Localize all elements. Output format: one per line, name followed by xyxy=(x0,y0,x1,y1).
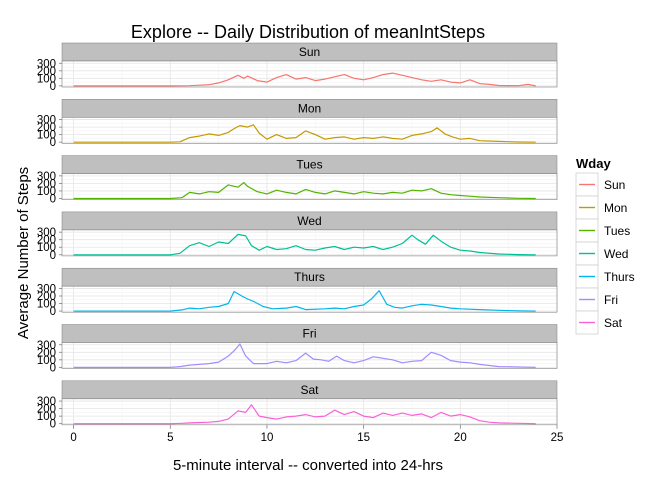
y-tick-label-thurs: 200 xyxy=(37,291,56,303)
strip-label-thurs: Thurs xyxy=(294,270,325,284)
strip-label-fri: Fri xyxy=(303,327,317,341)
x-tick-label: 10 xyxy=(261,432,274,444)
panel-background-thurs xyxy=(62,286,557,313)
panel-background-sat xyxy=(62,398,557,425)
y-tick-label-fri: 300 xyxy=(37,340,56,352)
legend-label-tues: Tues xyxy=(604,224,630,238)
legend-label-sun: Sun xyxy=(604,178,625,192)
legend-label-wed: Wed xyxy=(604,247,628,261)
strip-label-mon: Mon xyxy=(298,101,321,115)
series-line-mon xyxy=(73,124,536,143)
series-line-tues xyxy=(73,182,536,200)
legend: Wday Sun Mon Tues Wed Thurs Fri Sat xyxy=(575,156,635,335)
legend-label-sat: Sat xyxy=(604,316,623,330)
y-tick-label-wed: 300 xyxy=(37,227,56,239)
y-tick-label-fri: 0 xyxy=(50,362,56,374)
y-tick-label-mon: 300 xyxy=(37,115,56,127)
legend-label-mon: Mon xyxy=(604,201,627,215)
y-tick-label-wed: 0 xyxy=(50,250,56,262)
y-tick-label-sat: 100 xyxy=(37,411,56,423)
series-line-wed xyxy=(73,233,536,256)
facet-panels: Sun0100200300Mon0100200300Tues0100200300… xyxy=(37,42,558,431)
chart-title: Explore -- Daily Distribution of meanInt… xyxy=(131,22,485,42)
y-tick-label-sat: 300 xyxy=(37,396,56,408)
y-tick-label-wed: 100 xyxy=(37,242,56,254)
panel-background-tues xyxy=(62,173,557,200)
legend-title: Wday xyxy=(576,156,611,171)
y-tick-label-thurs: 100 xyxy=(37,299,56,311)
panel-border-thurs xyxy=(61,285,558,313)
x-tick-label: 20 xyxy=(454,432,467,444)
y-tick-label-sat: 200 xyxy=(37,404,56,416)
y-axis-title: Average Number of Steps xyxy=(15,167,32,339)
panel-border-sun xyxy=(61,60,558,88)
panel-border-wed xyxy=(61,229,558,257)
y-tick-label-mon: 200 xyxy=(37,122,56,134)
legend-label-thurs: Thurs xyxy=(604,270,635,284)
panel-border-sat xyxy=(61,398,558,426)
y-tick-label-tues: 0 xyxy=(50,193,56,205)
y-tick-label-tues: 200 xyxy=(37,178,56,190)
panel-background-mon xyxy=(62,117,557,144)
y-tick-label-thurs: 0 xyxy=(50,306,56,318)
y-tick-label-fri: 200 xyxy=(37,347,56,359)
y-tick-label-sun: 100 xyxy=(37,73,56,85)
series-line-thurs xyxy=(73,290,536,312)
y-tick-label-mon: 0 xyxy=(50,137,56,149)
series-line-sat xyxy=(73,404,536,425)
x-tick-label: 25 xyxy=(551,432,564,444)
panel-background-wed xyxy=(62,229,557,256)
x-axis-title: 5-minute interval -- converted into 24-h… xyxy=(173,457,443,474)
x-tick-label: 15 xyxy=(357,432,370,444)
y-tick-label-fri: 100 xyxy=(37,355,56,367)
strip-label-sun: Sun xyxy=(299,45,320,59)
y-tick-label-tues: 100 xyxy=(37,186,56,198)
y-tick-label-sun: 200 xyxy=(37,66,56,78)
panel-background-sun xyxy=(62,61,557,87)
panel-border-fri xyxy=(61,342,558,369)
y-tick-label-sun: 0 xyxy=(50,81,56,93)
x-axis: 0 5 10 15 20 25 xyxy=(70,424,564,444)
y-tick-label-wed: 200 xyxy=(37,235,56,247)
x-tick-label: 5 xyxy=(167,432,173,444)
series-line-sun xyxy=(73,72,536,87)
series-line-fri xyxy=(73,343,536,368)
strip-label-wed: Wed xyxy=(297,214,321,228)
y-tick-label-sun: 300 xyxy=(37,58,56,70)
panel-border-tues xyxy=(61,173,558,200)
y-tick-label-sat: 0 xyxy=(50,419,56,431)
legend-label-fri: Fri xyxy=(604,293,618,307)
gridlines-thurs xyxy=(62,286,558,313)
x-tick-label: 0 xyxy=(70,432,76,444)
y-tick-label-tues: 300 xyxy=(37,171,56,183)
panel-border-mon xyxy=(61,117,558,144)
y-tick-label-thurs: 300 xyxy=(37,283,56,295)
strip-label-tues: Tues xyxy=(296,158,322,172)
strip-label-sat: Sat xyxy=(300,383,319,397)
y-tick-label-mon: 100 xyxy=(37,130,56,142)
